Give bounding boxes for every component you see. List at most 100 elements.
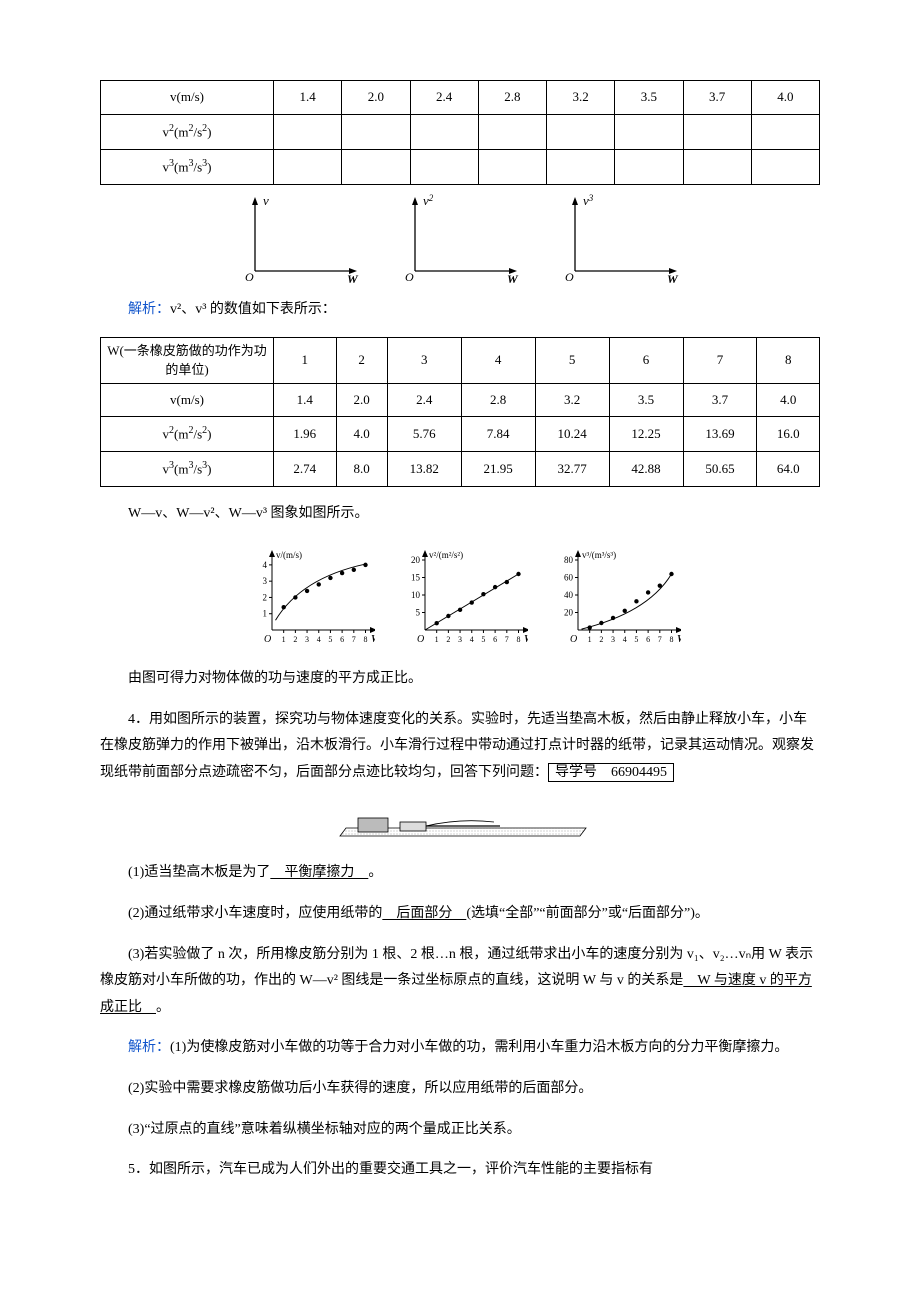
- cell: [410, 114, 478, 149]
- svg-text:10: 10: [411, 590, 421, 600]
- empty-axis: vOW: [235, 193, 365, 283]
- svg-text:40: 40: [564, 590, 574, 600]
- table-row: v2(m2/s2)1.964.05.767.8410.2412.2513.691…: [101, 417, 820, 452]
- cell: 4.0: [751, 81, 819, 115]
- svg-text:6: 6: [340, 635, 344, 644]
- svg-text:O: O: [565, 270, 574, 283]
- cell: 2.8: [478, 81, 546, 115]
- q4-2-suffix: (选填“全部”“前面部分”或“后面部分”)。: [466, 906, 709, 921]
- cell: 7.84: [461, 417, 535, 452]
- svg-text:20: 20: [411, 555, 421, 565]
- svg-text:6: 6: [493, 635, 497, 644]
- svg-text:1: 1: [434, 635, 438, 644]
- svg-text:2: 2: [262, 592, 267, 602]
- cell: 21.95: [461, 452, 535, 487]
- cell: 2.74: [274, 452, 337, 487]
- svg-text:1: 1: [262, 609, 267, 619]
- cell: 16.0: [757, 417, 820, 452]
- cell: 2.8: [461, 383, 535, 417]
- cell: 3.7: [683, 81, 751, 115]
- row-header: v(m/s): [101, 383, 274, 417]
- table-row: v3(m3/s3): [101, 149, 820, 184]
- cell: 32.77: [535, 452, 609, 487]
- cell: 1.4: [274, 81, 342, 115]
- svg-text:2: 2: [599, 635, 603, 644]
- svg-text:v3: v3: [583, 193, 594, 208]
- q4-intro-text: 4．用如图所示的装置，探究功与物体速度变化的关系。实验时，先适当垫高木板，然后由…: [100, 712, 814, 780]
- svg-text:6: 6: [646, 635, 650, 644]
- cell: [751, 114, 819, 149]
- cell: [410, 149, 478, 184]
- cell: 4: [461, 338, 535, 383]
- apparatus-figure: [100, 800, 820, 846]
- svg-text:20: 20: [564, 608, 574, 618]
- table-2: W(一条橡皮筋做的功作为功的单位)12345678v(m/s)1.42.02.4…: [100, 337, 820, 487]
- q5-intro: 5．如图所示，汽车已成为人们外出的重要交通工具之一，评价汽车性能的主要指标有: [100, 1157, 820, 1184]
- row-header: v3(m3/s3): [101, 452, 274, 487]
- svg-text:O: O: [570, 634, 577, 645]
- svg-text:3: 3: [611, 635, 615, 644]
- q4-2: (2)通过纸带求小车速度时，应使用纸带的 后面部分 (选填“全部”“前面部分”或…: [100, 901, 820, 928]
- cell: 2: [336, 338, 387, 383]
- empty-axis: v3 O W: [555, 193, 685, 283]
- q4-2-prefix: (2)通过纸带求小车速度时，应使用纸带的: [128, 906, 382, 921]
- table-row: v3(m3/s3)2.748.013.8221.9532.7742.8850.6…: [101, 452, 820, 487]
- analysis-label: 解析：: [128, 302, 170, 317]
- cell: [342, 114, 410, 149]
- cell: 3.2: [535, 383, 609, 417]
- svg-text:4: 4: [622, 635, 626, 644]
- svg-text:O: O: [245, 270, 254, 283]
- svg-text:W: W: [524, 634, 528, 645]
- q4-intro: 4．用如图所示的装置，探究功与物体速度变化的关系。实验时，先适当垫高木板，然后由…: [100, 707, 820, 787]
- svg-text:8: 8: [669, 635, 673, 644]
- cell: [683, 149, 751, 184]
- table-row: v(m/s)1.42.02.42.83.23.53.74.0: [101, 81, 820, 115]
- q4-1-answer: 平衡摩擦力: [270, 865, 368, 880]
- cell: 13.82: [387, 452, 461, 487]
- cell: [274, 149, 342, 184]
- svg-text:4: 4: [262, 560, 267, 570]
- analysis-1: 解析：v²、v³ 的数值如下表所示：: [100, 297, 820, 324]
- svg-text:W: W: [667, 272, 679, 283]
- cell: [751, 149, 819, 184]
- row-header: W(一条橡皮筋做的功作为功的单位): [101, 338, 274, 383]
- q4-3-suffix: 。: [156, 1000, 170, 1015]
- cell: [683, 114, 751, 149]
- cell: 2.4: [410, 81, 478, 115]
- svg-text:7: 7: [657, 635, 661, 644]
- svg-text:3: 3: [458, 635, 462, 644]
- analysis-2-1: (1)为使橡皮筋对小车做的功等于合力对小车做的功，需利用小车重力沿木板方向的分力…: [170, 1040, 788, 1055]
- svg-text:2: 2: [446, 635, 450, 644]
- cell: 4.0: [336, 417, 387, 452]
- svg-text:5: 5: [634, 635, 638, 644]
- q4-3: (3)若实验做了 n 次，所用橡皮筋分别为 1 根、2 根…n 根，通过纸带求出…: [100, 942, 820, 1022]
- cell: 2.0: [342, 81, 410, 115]
- svg-text:3: 3: [262, 576, 267, 586]
- q4-1-suffix: 。: [368, 865, 382, 880]
- svg-text:v²/(m²/s²): v²/(m²/s²): [429, 550, 463, 560]
- svg-text:15: 15: [411, 573, 421, 583]
- svg-text:4: 4: [469, 635, 473, 644]
- graphs-intro: W—v、W—v²、W—v³ 图象如图所示。: [100, 501, 820, 528]
- guide-number-box: 导学号 66904495: [548, 763, 674, 782]
- svg-text:1: 1: [281, 635, 285, 644]
- cell: [274, 114, 342, 149]
- conclusion-line: 由图可得力对物体做的功与速度的平方成正比。: [100, 666, 820, 693]
- svg-text:3: 3: [305, 635, 309, 644]
- cell: 4.0: [757, 383, 820, 417]
- cell: 3.2: [547, 81, 615, 115]
- charts-row: 123412345678v/(m/s)OW510152012345678v²/(…: [100, 542, 820, 652]
- svg-text:v: v: [263, 193, 269, 208]
- analysis-2-label: 解析：: [128, 1040, 170, 1055]
- svg-text:v³/(m³/s³): v³/(m³/s³): [582, 550, 616, 560]
- cell: 5: [535, 338, 609, 383]
- cell: 2.4: [387, 383, 461, 417]
- row-header: v2(m2/s2): [101, 417, 274, 452]
- svg-text:5: 5: [328, 635, 332, 644]
- svg-text:O: O: [264, 634, 271, 645]
- svg-text:7: 7: [351, 635, 355, 644]
- cell: 5.76: [387, 417, 461, 452]
- page: v(m/s)1.42.02.42.83.23.53.74.0v2(m2/s2)v…: [0, 0, 920, 1258]
- svg-text:W: W: [371, 634, 375, 645]
- svg-text:O: O: [405, 270, 414, 283]
